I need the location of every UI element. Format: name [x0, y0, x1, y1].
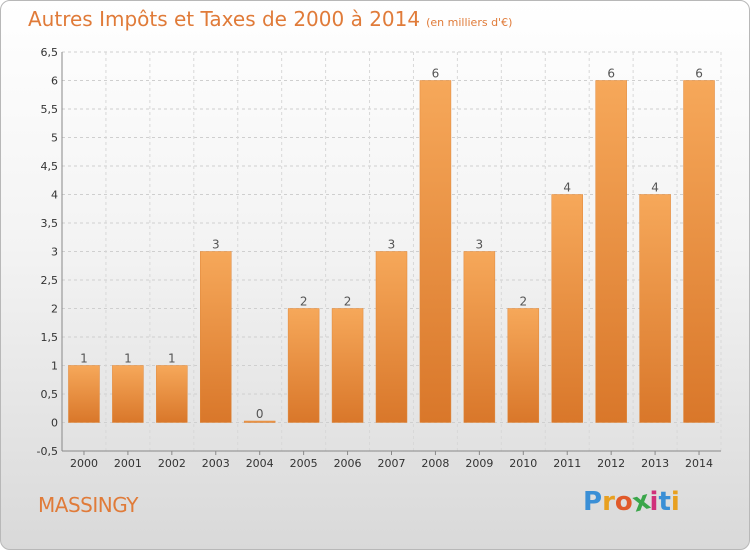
- logo-letter: t: [658, 487, 671, 517]
- data-label: 1: [80, 352, 88, 366]
- data-label: 6: [432, 67, 440, 81]
- bar-2004: [243, 420, 276, 423]
- y-tick-label: 5: [51, 132, 58, 145]
- bar-2000: [68, 365, 100, 423]
- y-tick-label: 0: [51, 417, 58, 430]
- logo-letter: P: [583, 487, 603, 517]
- data-label: 3: [388, 238, 396, 252]
- x-tick-label: 2007: [378, 457, 406, 470]
- logo-letter: i: [649, 487, 659, 517]
- y-tick-label: 2,5: [41, 274, 59, 287]
- bar-2011: [551, 194, 583, 423]
- bar-2006: [331, 308, 364, 423]
- bar-2007: [375, 251, 408, 423]
- commune-name: MASSINGY: [38, 493, 138, 517]
- y-tick-label: 6,5: [41, 46, 59, 59]
- bar-2009: [463, 251, 496, 423]
- data-label: 6: [695, 67, 703, 81]
- y-tick-label: 1: [51, 360, 58, 373]
- y-tick-label: 4,5: [41, 160, 59, 173]
- x-tick-label: 2010: [509, 457, 537, 470]
- data-label: 4: [651, 181, 659, 195]
- data-label: 4: [563, 181, 571, 195]
- data-label: 6: [607, 67, 615, 81]
- y-tick-label: 3: [51, 246, 58, 259]
- data-label: 2: [300, 295, 308, 309]
- logo-letter: i: [670, 487, 680, 517]
- bar-2002: [156, 365, 188, 423]
- proxiti-logo: Proxiti: [583, 485, 680, 518]
- bar-2013: [639, 194, 671, 423]
- x-tick-label: 2008: [421, 457, 449, 470]
- data-label: 1: [124, 352, 132, 366]
- x-tick-label: 2005: [290, 457, 318, 470]
- logo-letter: o: [614, 487, 633, 517]
- bar-2005: [287, 308, 320, 423]
- unit-text: (en milliers d'€): [426, 16, 513, 29]
- data-label: 3: [212, 238, 220, 252]
- x-tick-label: 2006: [334, 457, 362, 470]
- bar-2001: [112, 365, 144, 423]
- bar-2014: [683, 80, 715, 423]
- y-tick-label: 5,5: [41, 103, 59, 116]
- x-tick-label: 2013: [641, 457, 669, 470]
- bar-2012: [595, 80, 627, 423]
- x-tick-label: 2012: [597, 457, 625, 470]
- data-label: 3: [476, 238, 484, 252]
- data-label: 2: [344, 295, 352, 309]
- x-tick-label: 2001: [114, 457, 142, 470]
- bar-2003: [200, 251, 232, 423]
- bar-2010: [507, 308, 540, 423]
- y-tick-label: 3,5: [41, 217, 59, 230]
- data-label: 0: [256, 407, 264, 421]
- data-label: 1: [168, 352, 176, 366]
- data-label: 2: [519, 295, 527, 309]
- title-text: Autres Impôts et Taxes de 2000 à 2014: [28, 7, 421, 31]
- x-tick-label: 2011: [553, 457, 581, 470]
- x-tick-label: 2004: [246, 457, 274, 470]
- y-tick-label: -0,5: [37, 445, 58, 458]
- bar-2008: [419, 80, 452, 423]
- logo-letter: r: [602, 487, 615, 517]
- y-tick-label: 2: [51, 303, 58, 316]
- x-tick-label: 2009: [465, 457, 493, 470]
- y-tick-label: 0,5: [41, 388, 59, 401]
- y-tick-label: 6: [51, 75, 58, 88]
- x-tick-label: 2014: [685, 457, 713, 470]
- y-tick-label: 4: [51, 189, 58, 202]
- x-tick-label: 2002: [158, 457, 186, 470]
- x-tick-label: 2003: [202, 457, 230, 470]
- x-tick-label: 2000: [70, 457, 98, 470]
- y-tick-label: 1,5: [41, 331, 59, 344]
- chart-title: Autres Impôts et Taxes de 2000 à 2014 (en…: [28, 7, 512, 31]
